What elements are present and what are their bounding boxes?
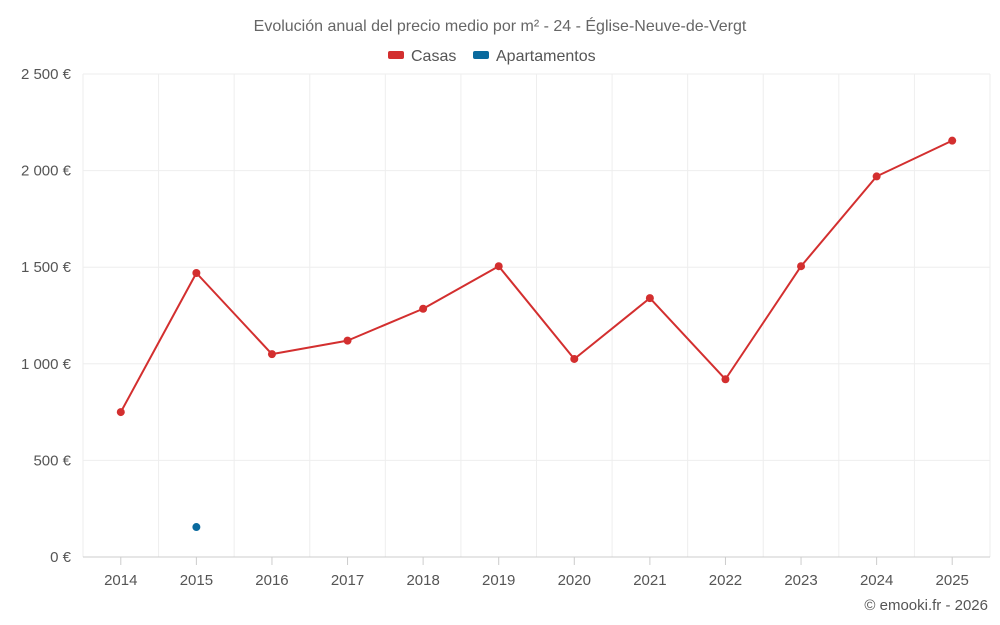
y-tick-label: 1 000 €	[21, 356, 72, 373]
x-tick-label: 2014	[104, 572, 137, 589]
x-tick-label: 2019	[482, 572, 515, 589]
data-point-casas-2021	[645, 294, 654, 303]
legend-label-casas[interactable]: Casas	[411, 48, 456, 65]
data-point-apartamentos-2015	[192, 523, 201, 532]
x-tick-label: 2025	[936, 572, 969, 589]
legend-swatch-apartamentos[interactable]	[473, 51, 489, 59]
x-tick-label: 2021	[633, 572, 666, 589]
data-point-casas-2014	[116, 408, 125, 417]
x-tick-label: 2017	[331, 572, 364, 589]
legend-swatch-casas[interactable]	[388, 51, 404, 59]
data-point-casas-2024	[872, 172, 881, 181]
y-tick-label: 2 500 €	[21, 66, 72, 83]
data-point-casas-2018	[419, 304, 428, 313]
x-tick-label: 2016	[255, 572, 288, 589]
chart-title: Evolución anual del precio medio por m² …	[254, 16, 747, 35]
data-point-casas-2015	[192, 268, 201, 277]
credit-text: © emooki.fr - 2026	[864, 597, 988, 614]
data-point-casas-2023	[797, 262, 806, 271]
data-point-casas-2020	[570, 354, 579, 363]
data-point-casas-2025	[948, 136, 957, 145]
legend-label-apartamentos[interactable]: Apartamentos	[496, 48, 596, 65]
legend: Casas Apartamentos	[388, 48, 596, 65]
x-tick-label: 2022	[709, 572, 742, 589]
x-tick-label: 2018	[406, 572, 439, 589]
data-point-casas-2016	[267, 350, 276, 359]
y-tick-label: 1 500 €	[21, 259, 72, 276]
x-tick-label: 2015	[180, 572, 213, 589]
data-point-casas-2022	[721, 375, 730, 384]
y-tick-label: 500 €	[33, 452, 71, 469]
data-point-casas-2017	[343, 336, 352, 345]
y-tick-label: 2 000 €	[21, 163, 72, 180]
x-tick-label: 2023	[784, 572, 817, 589]
data-point-casas-2019	[494, 262, 503, 271]
series-line-casas	[119, 139, 953, 413]
y-tick-label: 0 €	[50, 549, 72, 566]
x-tick-label: 2024	[860, 572, 893, 589]
x-tick-label: 2020	[558, 572, 591, 589]
